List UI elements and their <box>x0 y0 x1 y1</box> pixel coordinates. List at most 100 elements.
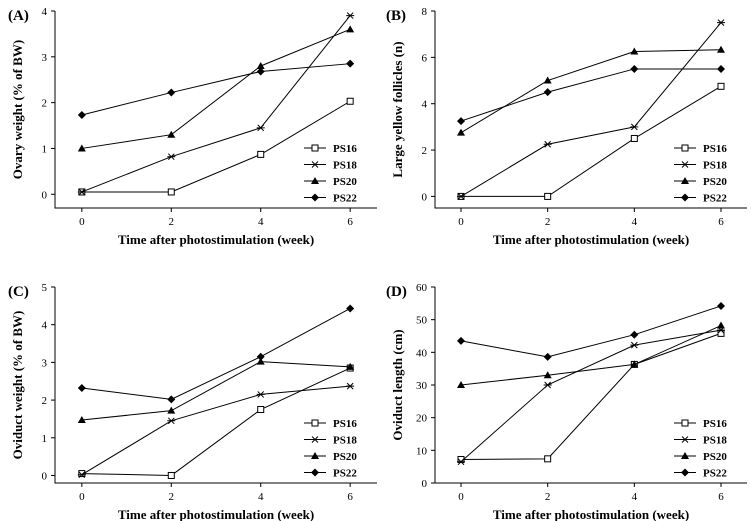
data-point-ps20 <box>167 130 176 138</box>
legend-label: PS16 <box>333 143 357 155</box>
legend-label: PS22 <box>703 468 727 480</box>
panel-label: (D) <box>386 284 407 300</box>
x-tick-label: 2 <box>169 216 175 228</box>
data-point-ps16 <box>167 188 175 196</box>
series-line-ps20 <box>460 325 722 386</box>
y-tick-label: 20 <box>416 413 428 425</box>
x-tick-label: 0 <box>458 216 464 228</box>
axis-lines <box>54 11 377 209</box>
data-point-ps16 <box>346 97 354 105</box>
data-point-ps16 <box>257 406 265 413</box>
y-tick-label: 2 <box>42 395 48 407</box>
data-point-ps16 <box>544 192 552 200</box>
y-tick-label: 4 <box>422 99 428 111</box>
x-axis-title: Time after photostimulation (week) <box>493 507 689 521</box>
y-tick-label: 2 <box>422 145 428 157</box>
legend-label: PS20 <box>333 176 357 188</box>
chart-panel: (A) 0 1 2 3 4 0 2 4 6 Time after photostimulation … <box>8 6 377 247</box>
data-point-ps22 <box>77 110 86 119</box>
series-line-ps16 <box>461 85 722 197</box>
series-line-ps16 <box>460 332 722 460</box>
legend-marker-ps18 <box>681 161 689 168</box>
data-point-ps20 <box>77 144 86 152</box>
chart-panel: (C) 0 1 2 3 4 5 0 2 4 6 Time after photostimulation… <box>8 282 377 521</box>
series-line-ps22 <box>460 68 721 122</box>
data-point-ps20 <box>256 61 265 69</box>
series-line-ps20 <box>81 361 351 421</box>
data-point-ps22 <box>346 304 355 313</box>
data-point-ps16 <box>78 470 86 478</box>
data-point-ps18 <box>77 188 86 196</box>
x-tick-label: 4 <box>258 216 264 228</box>
data-point-ps16 <box>257 150 265 158</box>
legend-marker-ps22 <box>311 468 319 477</box>
x-axis-title: Time after photostimulation (week) <box>493 232 689 247</box>
data-point-ps22 <box>167 88 176 97</box>
data-point-ps22 <box>630 330 639 339</box>
series-line-ps18 <box>81 15 351 193</box>
legend-label: PS22 <box>333 193 357 205</box>
legend-label: PS16 <box>703 143 727 155</box>
data-point-ps20 <box>167 406 176 414</box>
series-line-ps16 <box>81 100 351 193</box>
legend-marker-ps16 <box>311 419 319 427</box>
data-point-ps20 <box>457 128 465 136</box>
y-tick-label: 4 <box>42 6 48 18</box>
data-point-ps22 <box>256 67 265 76</box>
data-point-ps20 <box>543 371 552 379</box>
x-tick-label: 0 <box>79 491 85 503</box>
chart-panel: (D) 0 10 20 30 40 50 60 0 2 4 6 Time after photostim… <box>386 282 747 521</box>
y-tick-label: 40 <box>416 347 428 359</box>
legend-marker-ps16 <box>311 144 319 152</box>
data-point-ps22 <box>717 301 725 310</box>
legend-marker-ps16 <box>681 144 689 152</box>
series-line-ps18 <box>81 385 351 476</box>
data-point-ps18 <box>543 140 552 148</box>
data-point-ps22 <box>630 64 639 73</box>
series-line-ps18 <box>460 329 722 463</box>
legend-marker-ps22 <box>681 193 689 202</box>
data-point-ps20 <box>717 45 725 53</box>
y-tick-label: 5 <box>42 282 48 294</box>
legend-marker-ps16 <box>681 419 689 427</box>
legend-label: PS16 <box>703 418 727 430</box>
y-axis-title: Oviduct weight (% of BW) <box>10 311 25 460</box>
x-axis-title: Time after photostimulation (week) <box>118 507 314 521</box>
data-point-ps18 <box>256 391 265 398</box>
x-tick-label: 4 <box>632 216 638 228</box>
x-tick-label: 2 <box>545 491 551 503</box>
panel-label: (A) <box>8 8 29 24</box>
data-point-ps20 <box>543 76 552 84</box>
legend-label: PS18 <box>703 160 727 172</box>
y-tick-label: 0 <box>422 191 428 203</box>
legend-marker-ps18 <box>311 161 319 168</box>
legend-label: PS16 <box>333 418 357 430</box>
data-point-ps20 <box>630 47 639 55</box>
y-tick-label: 60 <box>416 282 428 294</box>
legend-marker-ps18 <box>311 436 319 443</box>
data-point-ps16 <box>717 329 725 337</box>
data-point-ps20 <box>717 321 725 329</box>
data-point-ps18 <box>630 341 639 349</box>
x-tick-label: 6 <box>347 491 353 503</box>
series-line-ps22 <box>81 308 351 400</box>
data-point-ps22 <box>256 352 265 361</box>
y-tick-label: 0 <box>42 470 48 482</box>
panel-label: (B) <box>386 8 406 24</box>
y-tick-label: 0 <box>422 478 428 490</box>
data-point-ps22 <box>543 352 552 361</box>
legend-label: PS20 <box>333 451 357 463</box>
data-point-ps22 <box>457 117 465 126</box>
data-point-ps20 <box>346 25 355 33</box>
data-point-ps22 <box>457 336 465 345</box>
series-line-ps18 <box>460 22 722 197</box>
data-point-ps20 <box>256 357 265 365</box>
axis-lines <box>434 287 747 484</box>
data-point-ps18 <box>717 19 725 26</box>
y-axis-title: Oviduct length (cm) <box>390 329 405 440</box>
series-line-ps16 <box>81 367 351 476</box>
legend-label: PS22 <box>333 468 357 480</box>
data-point-ps22 <box>77 384 86 393</box>
series-line-ps20 <box>81 28 351 149</box>
